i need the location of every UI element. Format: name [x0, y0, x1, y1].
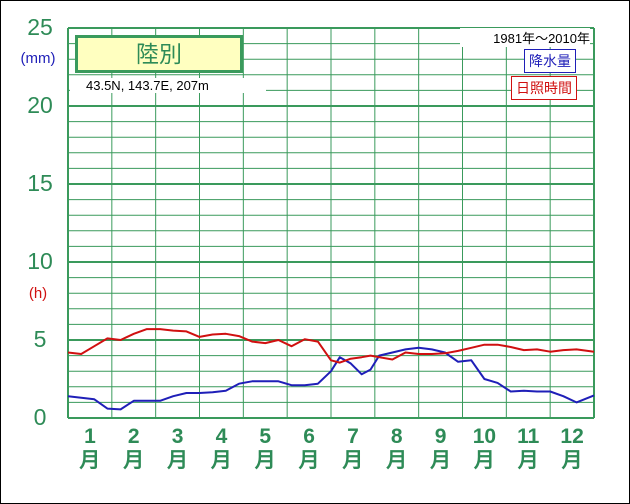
y-tick-label: 15 [27, 170, 53, 196]
period-label: 1981年～2010年 [460, 28, 590, 47]
month-kanji: 月 [298, 449, 320, 472]
month-number: 4 [215, 425, 228, 448]
month-label: 10 月 [464, 425, 504, 473]
month-number: 11 [517, 425, 540, 448]
month-kanji: 月 [79, 449, 101, 472]
month-kanji: 月 [254, 449, 276, 472]
y-tick-label: 25 [27, 14, 53, 40]
y-tick-label: 20 [27, 92, 53, 118]
y-tick-label: 10 [27, 248, 53, 274]
month-kanji: 月 [123, 449, 145, 472]
legend-precip: 降水量 [524, 49, 576, 73]
month-label: 11 月 [508, 425, 548, 473]
month-number: 12 [560, 425, 584, 448]
month-number: 6 [303, 425, 315, 448]
month-number: 10 [472, 425, 497, 448]
sun-unit-label: (h) [28, 285, 48, 302]
station-coordinates: 43.5N, 143.7E, 207m [70, 78, 266, 93]
month-number: 9 [434, 425, 447, 448]
month-number: 2 [127, 425, 140, 448]
month-kanji: 月 [473, 449, 495, 472]
chart-lines [67, 328, 595, 411]
month-kanji: 月 [430, 449, 452, 472]
precip-series-line [67, 346, 595, 411]
month-number: 5 [259, 425, 272, 448]
legend-sun: 日照時間 [511, 76, 577, 100]
y-tick-label: 0 [33, 404, 47, 430]
month-kanji: 月 [561, 449, 583, 472]
sun-series-line [67, 328, 595, 364]
month-number: 1 [84, 425, 96, 448]
month-number: 8 [390, 425, 403, 448]
month-kanji: 月 [342, 449, 364, 472]
month-number: 3 [171, 425, 184, 448]
precip-unit-label: (mm) [20, 50, 56, 67]
y-tick-label: 5 [33, 326, 47, 352]
month-kanji: 月 [517, 449, 539, 472]
month-kanji: 月 [167, 449, 189, 472]
station-name-box: 陸別 [75, 35, 243, 73]
month-label: 12 月 [552, 425, 592, 473]
month-kanji: 月 [210, 449, 232, 472]
month-number: 7 [347, 425, 359, 448]
month-kanji: 月 [386, 449, 408, 472]
